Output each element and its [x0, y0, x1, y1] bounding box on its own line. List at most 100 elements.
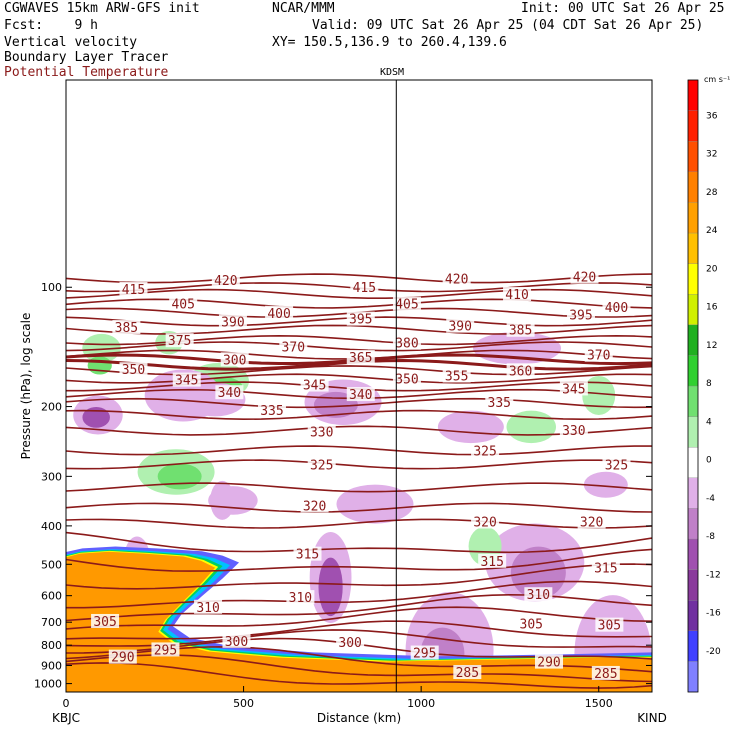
theta-label-bg [286, 590, 315, 605]
theta-label: 395 [349, 313, 372, 328]
theta-label-bg [485, 395, 514, 410]
theta-label-bg [570, 269, 599, 284]
velocity-shading [510, 546, 566, 599]
theta-contour [66, 341, 652, 352]
theta-label: 285 [594, 667, 617, 682]
colorbar-label: 20 [706, 264, 718, 274]
theta-label: 325 [473, 444, 496, 459]
colorbar-swatch [687, 202, 699, 234]
theta-label: 355 [445, 370, 468, 385]
theta-label-bg [471, 514, 500, 529]
theta-label: 340 [218, 386, 241, 401]
y-tick-label: 700 [41, 616, 62, 629]
theta-label: 350 [395, 373, 418, 388]
theta-label: 395 [569, 308, 592, 323]
center-label: NCAR/MMM [272, 1, 335, 16]
colorbar-swatch [687, 110, 699, 142]
theta-label: 385 [115, 321, 138, 336]
y-axis-title: Pressure (hPa), log scale [19, 313, 33, 460]
theta-label-bg [471, 443, 500, 458]
theta-label: 285 [456, 666, 479, 681]
theta-label: 410 [505, 288, 528, 303]
theta-label-bg [108, 649, 137, 664]
theta-label: 385 [509, 324, 532, 339]
theta-label-bg [503, 286, 532, 301]
theta-label-bg [293, 546, 322, 561]
theta-contour [66, 620, 652, 640]
theta-label: 310 [527, 588, 550, 603]
theta-label: 295 [413, 647, 436, 662]
theta-label-bg [165, 333, 194, 348]
theta-label: 300 [338, 636, 361, 651]
theta-label-bg [591, 665, 620, 680]
theta-label: 415 [353, 281, 376, 296]
colorbar-label: 4 [706, 417, 712, 427]
colorbar-swatch [687, 141, 699, 172]
theta-label-bg [595, 617, 624, 632]
theta-label: 345 [303, 379, 326, 394]
theta-label-bg [346, 387, 375, 402]
theta-label-bg [506, 322, 535, 337]
colorbar-swatch [687, 447, 699, 478]
velocity-shading [583, 471, 628, 498]
theta-label: 345 [175, 374, 198, 389]
colorbar-swatch [687, 385, 699, 417]
station-label: KDSM [380, 67, 405, 78]
theta-label-bg [307, 424, 336, 439]
theta-label-bg [211, 273, 240, 288]
theta-label: 400 [267, 307, 290, 322]
theta-contour [66, 409, 652, 421]
theta-label: 335 [488, 396, 511, 411]
colorbar: -20 -16 -12 -8 -4 0 4 8 12 16 20 24 28 32 36 cm s⁻¹ [687, 75, 730, 693]
theta-label: 315 [296, 548, 319, 563]
theta-label: 320 [303, 499, 326, 514]
colorbar-label: -12 [706, 570, 721, 580]
theta-contour [66, 273, 652, 284]
theta-label: 370 [587, 349, 610, 364]
theta-contour [66, 531, 652, 554]
y-tick-label: 500 [41, 558, 62, 571]
theta-label: 420 [573, 271, 596, 286]
colorbar-swatch [687, 600, 699, 631]
theta-label: 315 [480, 555, 503, 570]
theta-contour [66, 482, 652, 493]
x-tick-label: 1000 [407, 697, 435, 710]
theta-label-bg [215, 385, 244, 400]
theta-label-bg [559, 381, 588, 396]
plot-frame [65, 79, 653, 693]
theta-label-bg [410, 645, 439, 660]
theta-label-bg [169, 296, 198, 311]
colorbar-label: 28 [706, 188, 718, 198]
colorbar-label: 0 [706, 456, 712, 466]
colorbar-swatch [687, 538, 699, 570]
colorbar-swatch [687, 79, 699, 111]
y-tick-label: 100 [41, 281, 62, 294]
theta-label: 420 [214, 274, 237, 289]
field-potential-temperature: Potential Temperature [4, 65, 169, 80]
colorbar-swatch [687, 263, 699, 295]
theta-contour [66, 298, 652, 309]
colorbar-swatch [687, 171, 699, 203]
colorbar-swatch [687, 416, 699, 448]
theta-contour [66, 502, 652, 513]
colorbar-swatch [687, 232, 699, 264]
theta-label-bg [346, 311, 375, 326]
theta-label-bg [602, 457, 631, 472]
colorbar-frame [687, 79, 699, 693]
theta-label-bg [119, 281, 148, 296]
theta-label-bg [559, 422, 588, 437]
y-tick-label: 200 [41, 401, 62, 414]
theta-contour [66, 459, 652, 470]
theta-label: 405 [171, 298, 194, 313]
theta-label-bg [517, 616, 546, 631]
theta-label-bg [336, 634, 365, 649]
y-tick-label: 800 [41, 639, 62, 652]
theta-label: 340 [349, 388, 372, 403]
theta-label-bg [194, 599, 223, 614]
colorbar-label: 12 [706, 341, 717, 351]
theta-label-bg [506, 363, 535, 378]
theta-contour [66, 425, 652, 436]
left-endpoint-label: KBJC [52, 711, 80, 725]
theta-label-bg [577, 514, 606, 529]
